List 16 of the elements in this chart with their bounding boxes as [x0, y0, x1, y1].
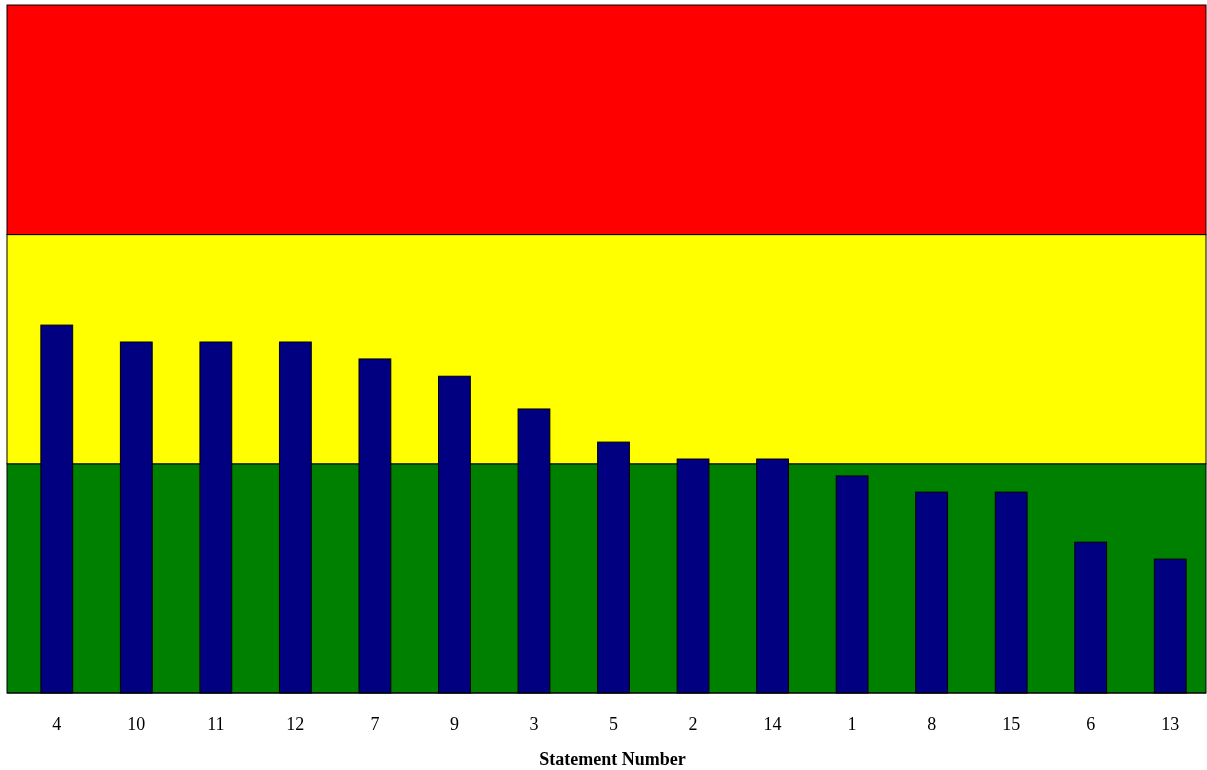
- x-tick-label: 7: [370, 714, 380, 734]
- x-tick-label: 4: [52, 714, 62, 734]
- x-tick-label: 12: [286, 714, 305, 734]
- x-axis-title: Statement Number: [539, 749, 686, 769]
- x-tick-label: 14: [763, 714, 782, 734]
- x-tick-label: 11: [207, 714, 225, 734]
- x-tick-label: 9: [449, 714, 459, 734]
- x-tick-label: 10: [127, 714, 146, 734]
- x-tick-label: 1: [847, 714, 857, 734]
- x-tick-label: 6: [1086, 714, 1096, 734]
- x-tick-label: 13: [1161, 714, 1180, 734]
- x-tick-label: 2: [688, 714, 698, 734]
- x-tick-label: 3: [529, 714, 539, 734]
- x-tick-label: 5: [609, 714, 618, 734]
- x-tick-label: 15: [1002, 714, 1021, 734]
- x-tick-label: 8: [927, 714, 937, 734]
